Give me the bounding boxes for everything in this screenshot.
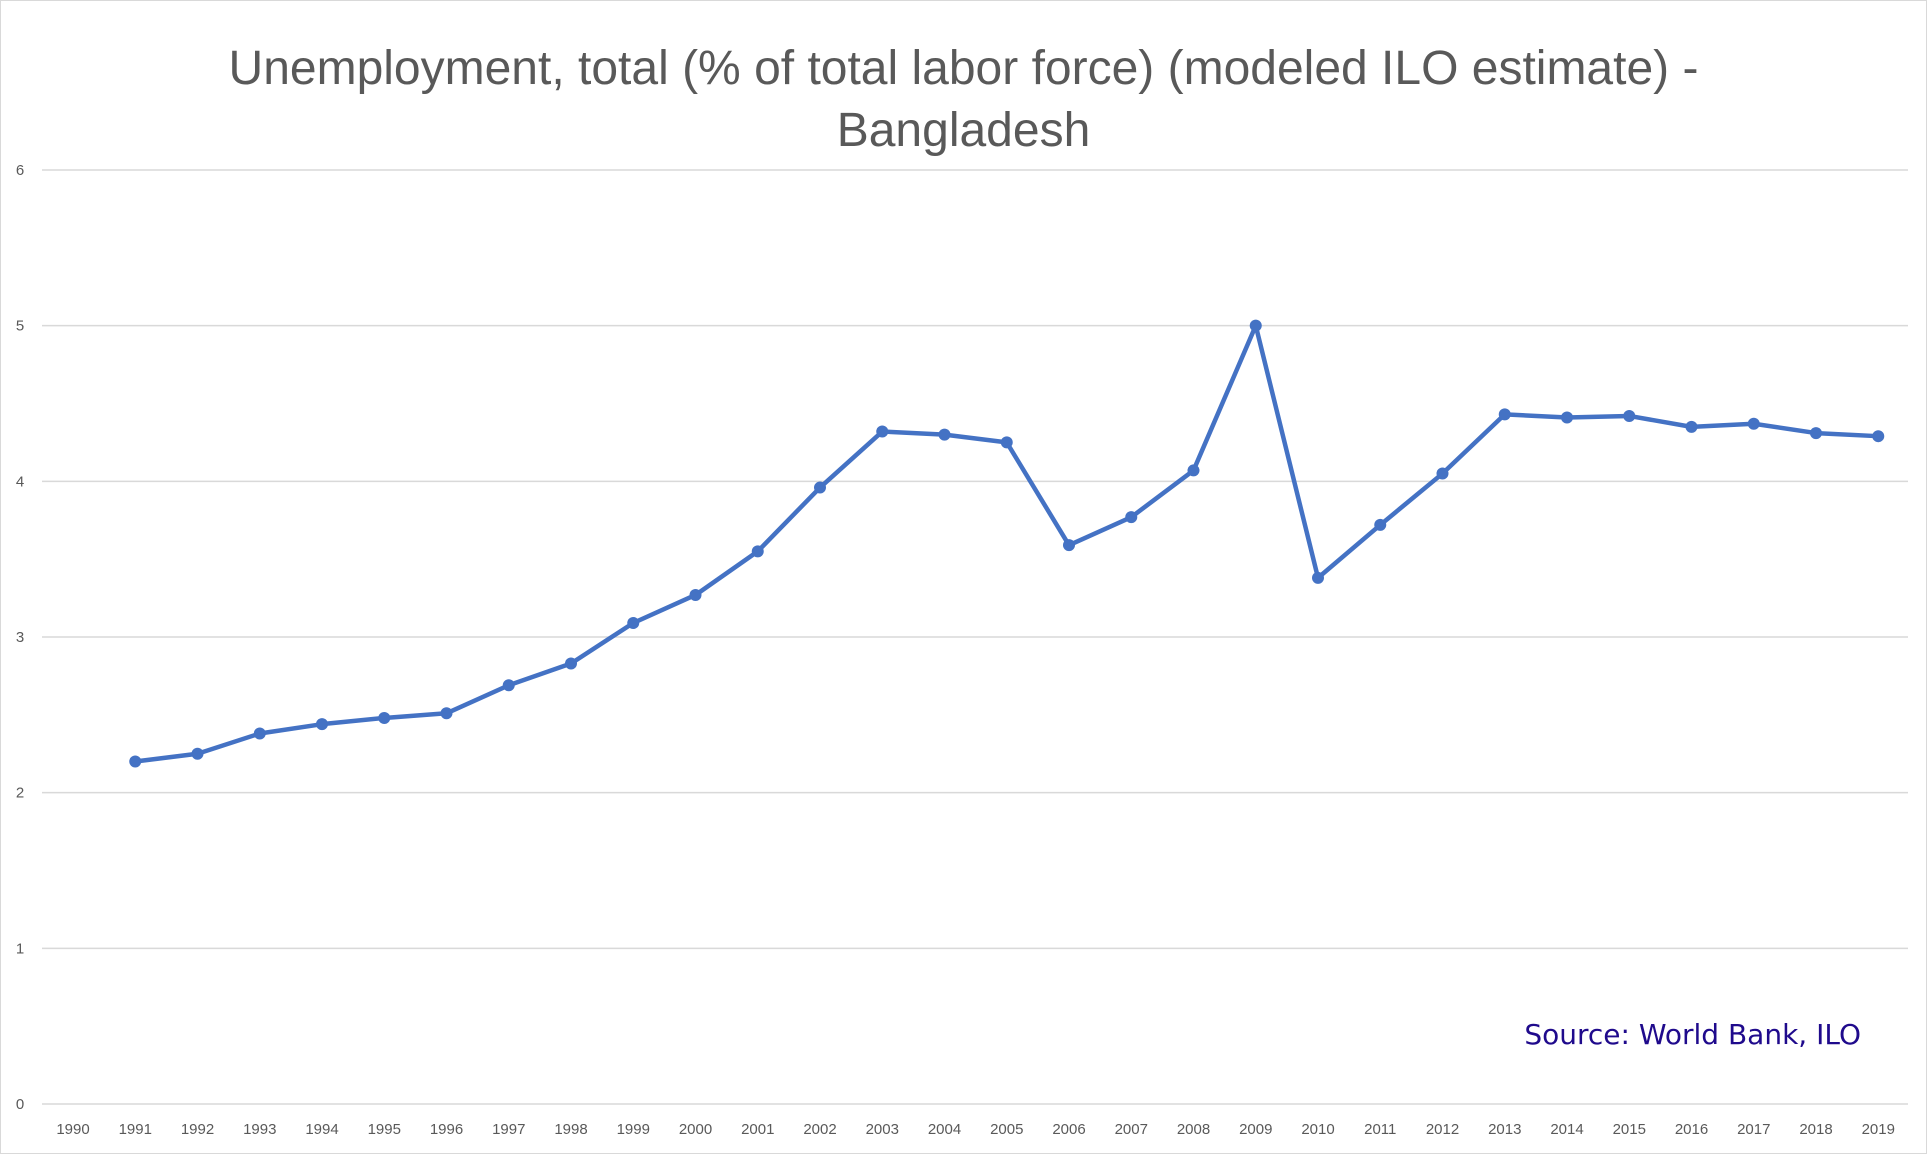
data-series — [129, 319, 1885, 768]
x-tick-label: 2002 — [803, 1121, 836, 1138]
x-tick-label: 2005 — [990, 1121, 1023, 1138]
data-point-2006 — [1063, 539, 1075, 552]
data-point-2001 — [751, 545, 764, 558]
x-tick-label: 2017 — [1737, 1121, 1770, 1138]
x-tick-label: 2001 — [741, 1121, 774, 1138]
data-point-1993 — [253, 727, 266, 740]
data-point-2004 — [938, 428, 951, 441]
data-point-1999 — [627, 616, 640, 629]
data-point-2018 — [1810, 427, 1822, 440]
x-tick-label: 1993 — [243, 1121, 276, 1138]
y-tick-label: 5 — [16, 318, 24, 335]
chart-title: Unemployment, total (% of total labor fo… — [0, 38, 1927, 162]
x-tick-label: 2013 — [1488, 1121, 1521, 1138]
x-tick-label: 2012 — [1426, 1121, 1459, 1138]
y-tick-label: 6 — [16, 162, 24, 179]
chart-title-line-2: Bangladesh — [836, 104, 1091, 157]
x-tick-label: 2004 — [928, 1121, 961, 1138]
data-point-2015 — [1623, 409, 1636, 422]
y-tick-label: 4 — [16, 473, 24, 490]
y-axis-tick-labels: 0 1 2 3 4 5 6 — [16, 162, 24, 1113]
y-tick-label: 2 — [16, 785, 24, 802]
x-tick-label: 2011 — [1364, 1121, 1396, 1138]
data-point-2005 — [1000, 436, 1013, 449]
data-point-1997 — [502, 679, 515, 692]
x-axis-tick-labels: 1990 1991 1992 1993 1994 1995 1996 1997 1998 1999… — [56, 1121, 1895, 1138]
x-tick-label: 2009 — [1239, 1121, 1272, 1138]
data-point-2014 — [1561, 411, 1573, 424]
data-point-1992 — [191, 747, 204, 760]
y-tick-label: 3 — [16, 629, 24, 646]
x-tick-label: 2006 — [1052, 1121, 1085, 1138]
source-annotation: Source: World Bank, ILO — [1524, 1018, 1861, 1051]
x-tick-label: 1991 — [119, 1121, 152, 1138]
x-tick-label: 2010 — [1301, 1121, 1334, 1138]
data-point-2010 — [1312, 571, 1324, 584]
x-tick-label: 2019 — [1862, 1121, 1895, 1138]
data-point-2003 — [876, 425, 889, 438]
data-point-2011 — [1374, 518, 1387, 531]
data-point-1994 — [316, 718, 328, 731]
data-point-1991 — [129, 755, 142, 768]
gridlines — [42, 169, 1908, 1105]
x-tick-label: 2000 — [679, 1121, 712, 1138]
y-tick-label: 1 — [16, 940, 24, 957]
x-tick-label: 2016 — [1675, 1121, 1708, 1138]
data-point-2013 — [1498, 408, 1511, 421]
x-tick-label: 1994 — [305, 1121, 338, 1138]
series-line — [133, 323, 1881, 764]
x-tick-label: 1992 — [181, 1121, 214, 1138]
x-tick-label: 2007 — [1115, 1121, 1148, 1138]
x-tick-label: 2014 — [1550, 1121, 1583, 1138]
x-tick-label: 2008 — [1177, 1121, 1210, 1138]
data-point-1996 — [440, 707, 453, 720]
x-tick-label: 2015 — [1613, 1121, 1646, 1138]
data-point-1998 — [565, 657, 577, 670]
x-tick-label: 1997 — [492, 1121, 525, 1138]
data-point-1995 — [378, 711, 391, 724]
data-point-2007 — [1125, 511, 1138, 524]
x-tick-label: 1996 — [430, 1121, 463, 1138]
x-tick-label: 2018 — [1799, 1121, 1832, 1138]
x-tick-label: 1999 — [617, 1121, 650, 1138]
data-point-2002 — [814, 481, 826, 494]
data-point-2019 — [1872, 430, 1885, 443]
data-point-2008 — [1187, 464, 1200, 477]
x-tick-label: 1995 — [368, 1121, 401, 1138]
x-tick-label: 1998 — [554, 1121, 587, 1138]
data-point-2009 — [1249, 319, 1262, 332]
x-tick-label: 1990 — [56, 1121, 89, 1138]
chart-title-line-1: Unemployment, total (% of total labor fo… — [228, 42, 1699, 95]
x-tick-label: 2003 — [866, 1121, 899, 1138]
data-point-2016 — [1685, 420, 1698, 433]
y-tick-label: 0 — [16, 1096, 24, 1113]
data-point-2000 — [689, 588, 702, 601]
data-point-2012 — [1436, 467, 1449, 480]
data-point-2017 — [1747, 417, 1760, 430]
